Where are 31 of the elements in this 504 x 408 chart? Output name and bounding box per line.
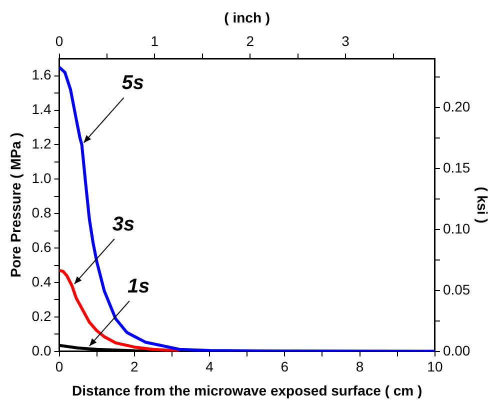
x-tick-label: 2: [130, 358, 138, 375]
y2-tick-label: 0.15: [442, 159, 470, 176]
y-tick-label: 0.0: [32, 342, 52, 358]
annotation: 3s: [112, 213, 135, 236]
y-tick-label: 1.4: [32, 101, 52, 118]
y-axis-title: Pore Pressure ( MPa ): [7, 132, 24, 278]
x2-tick-label: 3: [342, 33, 350, 50]
y-tick-label: 0.4: [32, 273, 52, 290]
x-axis-title: Distance from the microwave exposed surface ( cm ): [72, 382, 422, 398]
x2-axis-title: ( inch ): [224, 9, 270, 26]
x-tick-label: 4: [206, 358, 214, 375]
x2-tick-label: 1: [150, 33, 159, 50]
y-tick-label: 1.0: [32, 170, 52, 186]
x-tick-label: 10: [427, 358, 443, 375]
y-tick-label: 0.2: [32, 308, 52, 324]
x-tick-label: 6: [280, 358, 289, 375]
y2-tick-label: 0.05: [442, 281, 470, 298]
y2-tick-label: 0.00: [442, 342, 470, 358]
x2-tick-label: 0: [55, 33, 64, 50]
y-tick-label: 1.2: [32, 136, 52, 152]
x2-tick-label: 2: [246, 33, 254, 50]
y-tick-label: 0.8: [32, 204, 52, 220]
annotation: 1s: [127, 275, 150, 298]
y2-tick-label: 0.10: [442, 220, 470, 236]
y-tick-label: 0.6: [32, 238, 52, 255]
y2-axis-title: ( ksi ): [474, 186, 491, 224]
x-tick-label: 8: [356, 358, 364, 375]
annotation: 5s: [122, 72, 144, 94]
x-tick-label: 0: [55, 358, 64, 375]
y2-tick-label: 0.20: [442, 98, 470, 114]
y-tick-label: 1.6: [32, 66, 52, 83]
